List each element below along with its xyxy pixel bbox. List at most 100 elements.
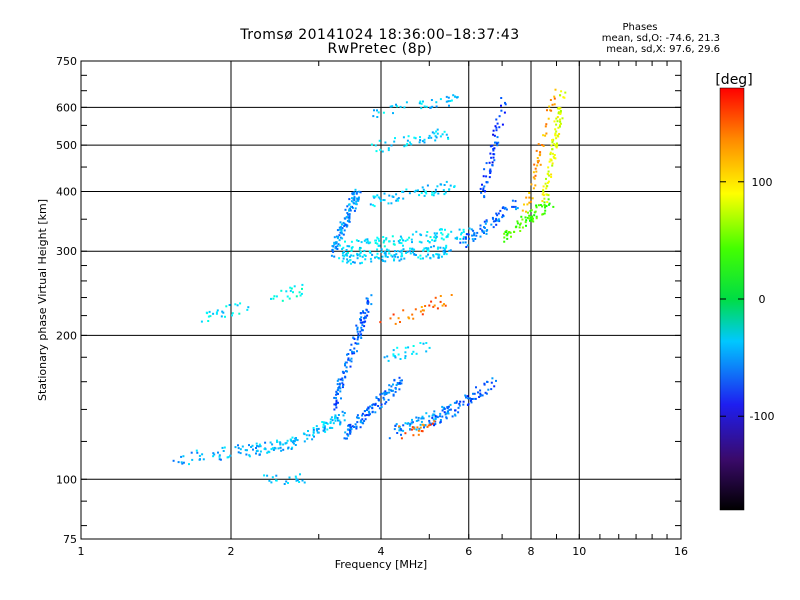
data-point [478,396,481,398]
data-point [535,149,538,152]
data-point [434,191,437,194]
data-point [354,207,357,210]
data-point [422,249,425,252]
data-point [294,475,297,478]
data-point [443,130,446,133]
data-point [366,240,369,243]
data-point [388,437,391,440]
data-point [363,410,366,413]
data-point [441,415,444,418]
data-point [447,137,450,140]
data-point [405,252,408,254]
data-point [220,315,223,318]
phase-stats-x: mean, sd,X: 97.6, 29.6 [606,44,720,55]
data-point [530,183,533,186]
data-point [246,449,248,452]
data-point [340,230,343,233]
data-point [333,403,336,406]
data-point [393,258,396,261]
data-point [410,143,413,146]
data-point [311,438,314,441]
data-point [564,91,567,94]
data-point [487,388,490,391]
data-point [425,105,428,108]
data-point [480,191,483,194]
data-point [441,233,444,236]
data-point [342,257,345,260]
data-point [449,408,452,411]
data-point [412,345,415,347]
data-point [295,295,298,298]
data-point [335,400,338,403]
data-point [306,437,309,440]
data-point [442,238,445,241]
colorbar-tick-label: 100 [752,176,773,189]
data-point [250,446,253,448]
data-point [335,406,338,409]
data-point [366,407,369,410]
data-point [470,228,473,231]
data-point [369,257,372,260]
data-point [388,388,391,391]
data-point [385,393,388,395]
data-point [256,445,258,447]
data-point [559,118,562,121]
data-point [556,116,559,118]
data-point [387,249,390,252]
data-point [350,249,353,252]
data-point [498,126,501,129]
data-point [355,191,358,194]
data-point [393,259,395,262]
data-point [472,239,475,242]
data-point [451,415,454,418]
data-point [445,253,448,256]
data-point [483,383,486,386]
data-point [527,211,529,214]
data-point [272,297,275,300]
data-point [435,105,438,108]
data-point [545,187,548,190]
data-point [547,117,550,120]
data-point [557,126,560,129]
data-point [359,334,362,337]
data-point [520,215,523,218]
data-point [394,250,396,253]
data-point [338,386,341,389]
data-point [363,325,366,328]
data-point [427,240,429,242]
data-point [470,401,473,404]
data-point [356,252,359,255]
data-point [330,416,333,419]
data-point [535,204,538,207]
data-point [346,261,349,264]
data-point [551,152,554,155]
data-point [361,414,364,417]
data-point [364,315,367,318]
data-point [547,166,550,169]
data-point [355,425,358,428]
data-point [212,452,215,455]
data-point [356,338,359,341]
data-point [369,203,372,206]
data-point [428,421,431,424]
data-point [339,231,342,234]
data-point [376,252,379,255]
data-point [345,370,347,373]
data-point [404,239,407,242]
data-point [346,212,349,214]
data-point [552,155,555,158]
data-point [460,233,462,236]
data-point [549,153,552,156]
data-point [384,252,387,255]
data-point [259,450,262,453]
data-point [457,411,460,414]
data-point [364,258,367,261]
data-point [545,193,548,196]
data-point [458,228,461,231]
data-point [188,463,190,466]
data-point [553,154,556,156]
data-point [423,426,425,429]
data-point [492,148,495,150]
data-point [231,314,233,317]
data-point [348,245,351,248]
